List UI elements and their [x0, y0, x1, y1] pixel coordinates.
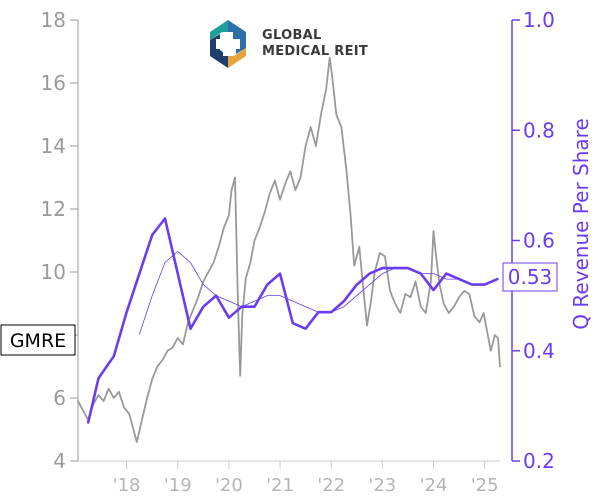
left-axis: 4681012141618: [41, 8, 79, 473]
left-tick-label: 12: [41, 197, 66, 221]
ticker-label: GMRE: [0, 324, 76, 356]
company-logo: GLOBAL MEDICAL REIT: [210, 20, 368, 68]
x-tick-label: '20: [215, 475, 243, 496]
x-tick-label: '24: [420, 475, 448, 496]
right-tick-label: 1.0: [523, 8, 555, 32]
right-tick-label: 0.6: [523, 229, 555, 253]
revenue-avg-line: [139, 251, 486, 335]
left-tick-label: 14: [41, 134, 66, 158]
right-tick-label: 0.8: [523, 118, 555, 142]
x-tick-label: '18: [113, 475, 141, 496]
last-value-badge: 0.53: [502, 262, 558, 292]
last-value-text: 0.53: [508, 265, 553, 289]
right-tick-label: 0.4: [523, 339, 555, 363]
left-tick-label: 10: [41, 260, 66, 284]
right-axis-label: Q Revenue Per Share: [569, 118, 593, 330]
left-tick-label: 18: [41, 8, 66, 32]
ticker-box: [0, 324, 76, 356]
price-line: [77, 56, 501, 443]
x-tick-label: '23: [368, 475, 396, 496]
logo-text-line2: MEDICAL REIT: [262, 44, 368, 59]
logo-mark-icon: [210, 20, 246, 68]
x-tick-label: '25: [471, 475, 499, 496]
ticker-text: GMRE: [10, 330, 66, 352]
series-layer: [77, 56, 501, 443]
left-tick-label: 16: [41, 71, 66, 95]
x-tick-label: '22: [317, 475, 345, 496]
x-tick-label: '21: [266, 475, 294, 496]
left-tick-label: 6: [53, 386, 66, 410]
left-tick-label: 4: [53, 449, 66, 473]
x-axis: '18 '19 '20 '21 '22 '23 '24 '25: [78, 460, 500, 496]
revenue-line: [86, 217, 499, 424]
right-tick-label: 0.2: [523, 449, 555, 473]
x-tick-label: '19: [164, 475, 192, 496]
right-axis: 0.2 0.4 0.6 0.8 1.0: [511, 8, 555, 473]
last-value-box: [502, 262, 558, 292]
logo-text-line1: GLOBAL: [262, 28, 322, 43]
